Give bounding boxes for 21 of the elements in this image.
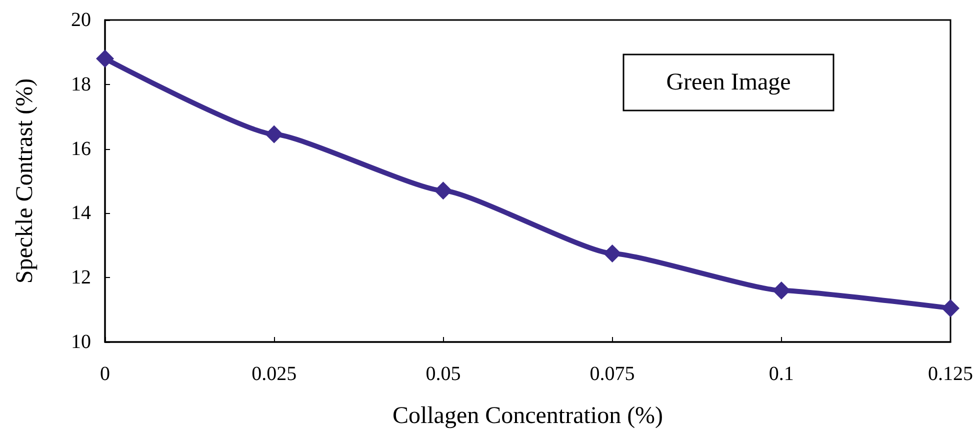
x-tick-label: 0.1 — [768, 363, 794, 385]
point — [265, 125, 284, 144]
x-tick-label: 0.05 — [426, 363, 461, 385]
point — [942, 299, 960, 318]
annotation: Green Image — [666, 70, 791, 96]
point — [434, 182, 452, 200]
x-tick-label: 0.025 — [252, 363, 297, 385]
point — [96, 50, 114, 68]
x-tick-label: 0.075 — [590, 363, 635, 385]
y-tick-label: 10 — [71, 331, 91, 353]
y-tick-label: 16 — [71, 138, 91, 160]
point — [603, 244, 622, 262]
y-axis-title: Speckle Contrast (%) — [12, 78, 38, 284]
point — [772, 281, 790, 300]
x-tick-label: 0 — [100, 363, 110, 385]
x-axis-title: Collagen Concentration (%) — [392, 403, 664, 429]
y-tick-label: 18 — [71, 73, 91, 96]
y-tick-label: 14 — [71, 202, 91, 224]
y-tick-label: 20 — [71, 9, 91, 31]
x-tick-label: 0.125 — [928, 363, 973, 385]
y-tick-label: 12 — [71, 266, 91, 289]
